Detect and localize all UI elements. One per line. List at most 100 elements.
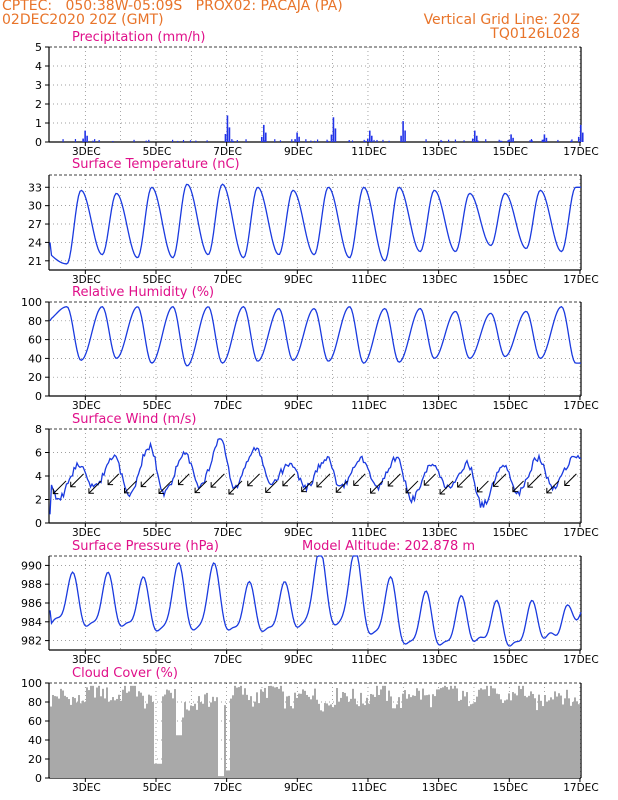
x-tick-label: 7DEC <box>213 654 242 666</box>
x-tick-label: 11DEC <box>351 146 386 158</box>
cloud-bar <box>426 695 428 778</box>
cloud-bar <box>180 735 182 778</box>
precip-bar <box>232 140 234 142</box>
cloud-bar <box>238 687 240 778</box>
cloud-bar <box>432 694 434 778</box>
cloud-bar <box>316 699 318 778</box>
y-tick-label: 5 <box>35 41 42 54</box>
wind-arrow <box>124 480 137 494</box>
cloud-bar <box>178 735 180 778</box>
series-line <box>49 305 581 367</box>
cloud-bar <box>292 708 294 778</box>
cloud-bar <box>136 696 138 778</box>
panel-cloud-cover: 0 20 40 60 80 100 Cloud Cover (%) 3DEC 5DEC 7DEC 9… <box>21 666 599 794</box>
y-tick-label: 6 <box>35 447 42 460</box>
cloud-bar <box>406 698 408 778</box>
wind-arrowhead <box>316 481 322 488</box>
x-tick-label: 13DEC <box>422 654 457 666</box>
cloud-bar <box>446 687 448 778</box>
wind-arrow <box>140 473 155 487</box>
wind-arrow <box>564 473 577 486</box>
cloud-bar <box>148 694 150 778</box>
cloud-bar <box>434 696 436 778</box>
wind-arrowhead <box>477 486 483 493</box>
cloud-bar <box>224 705 226 778</box>
x-tick-label: 3DEC <box>72 527 101 539</box>
header-model-id: TQ0126L028 <box>490 26 580 42</box>
wind-arrowhead <box>387 481 394 487</box>
wind-arrow <box>282 473 296 487</box>
y-tick-label: 986 <box>21 597 42 610</box>
x-tick-label: 9DEC <box>284 527 313 539</box>
cloud-bar <box>54 696 56 778</box>
cloud-bar <box>532 693 534 778</box>
cloud-bar <box>156 763 158 778</box>
cloud-bar <box>228 770 230 778</box>
x-tick-label: 15DEC <box>493 527 528 539</box>
wind-arrowhead <box>52 488 59 495</box>
cloud-bar <box>162 696 164 778</box>
cloud-bar <box>184 702 186 778</box>
precip-bar <box>557 139 559 142</box>
precip-bar <box>402 121 404 142</box>
cloud-bar <box>456 688 458 778</box>
precip-bar <box>348 140 350 142</box>
cloud-bar <box>170 692 172 778</box>
cloud-bar <box>396 704 398 778</box>
x-tick-label: 17DEC <box>563 654 598 666</box>
wind-arrowhead <box>282 480 288 487</box>
wind-arrow <box>527 473 542 488</box>
panel-precipitation: 0 1 2 3 4 5 Precipitation (mm/h) 3DEC 5DEC 7DEC 9D… <box>35 30 599 158</box>
y-tick-label: 8 <box>35 423 42 436</box>
cloud-bar <box>142 695 144 778</box>
cloud-bar <box>520 689 522 778</box>
cloud-bar <box>220 776 222 778</box>
y-tick-label: 21 <box>28 255 42 268</box>
x-tick-label: 3DEC <box>72 654 101 666</box>
panel-wind: 0 2 4 6 8 Surface Wind (m/s) 3DEC 5DEC 7DEC 9DEC 1… <box>35 412 599 539</box>
precip-bar <box>330 134 333 142</box>
x-tick-label: 17DEC <box>563 782 598 794</box>
y-tick-label: 60 <box>28 334 42 347</box>
precip-bar <box>366 138 369 142</box>
cloud-bar <box>276 686 278 778</box>
cloud-bar <box>160 763 162 778</box>
cloud-bar <box>202 703 204 778</box>
cloud-bar <box>574 697 576 778</box>
cloud-bar <box>294 692 296 778</box>
precip-bar <box>279 140 282 142</box>
wind-arrowhead <box>439 489 446 495</box>
precip-bar <box>327 140 329 142</box>
cloud-bar <box>548 700 550 778</box>
cloud-bar <box>344 692 346 778</box>
cloud-bar <box>164 694 166 778</box>
cloud-bar <box>130 685 132 778</box>
cloud-bar <box>88 690 90 778</box>
wind-arrow <box>387 473 401 487</box>
cloud-bar <box>226 770 228 778</box>
precip-bar <box>425 139 427 142</box>
cloud-bar <box>438 689 440 778</box>
cloud-bar <box>404 690 406 778</box>
panel-annotation: Model Altitude: 202.878 m <box>302 539 475 554</box>
cloud-bar <box>442 687 444 778</box>
precip-bar <box>296 132 298 142</box>
cloud-bar <box>328 705 330 778</box>
cloud-bar <box>222 776 224 778</box>
y-tick-label: 80 <box>28 696 42 709</box>
y-tick-label: 0 <box>35 517 42 530</box>
wind-arrow <box>457 473 472 488</box>
x-tick-label: 15DEC <box>493 782 528 794</box>
cloud-bar <box>216 697 218 778</box>
cloud-bar <box>304 690 306 778</box>
cloud-bar <box>408 694 410 778</box>
cloud-bar <box>572 702 574 778</box>
cloud-bar <box>512 692 514 778</box>
cloud-bar <box>494 688 496 778</box>
cloud-bar <box>368 703 370 778</box>
cloud-bar <box>74 698 76 778</box>
precip-bar <box>570 140 572 142</box>
wind-arrowhead <box>210 482 217 488</box>
cloud-bar <box>530 691 532 778</box>
cloud-bar <box>460 699 462 778</box>
